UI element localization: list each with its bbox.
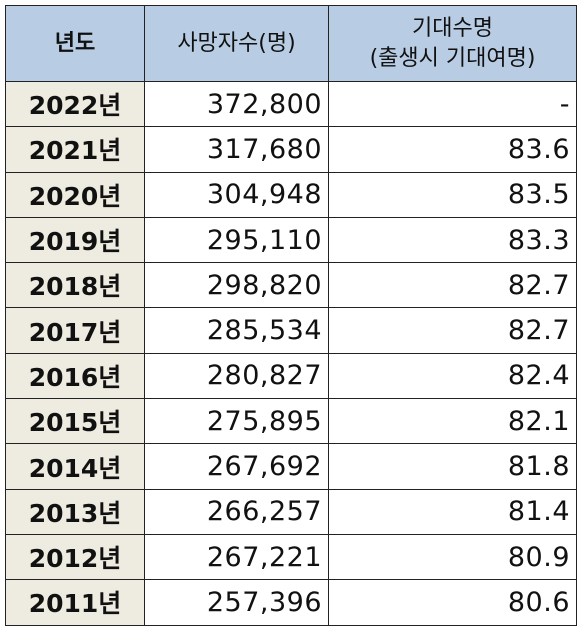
- life-expectancy-cell: 80.6: [328, 579, 577, 626]
- deaths-cell: 266,257: [144, 488, 329, 535]
- year-cell: 2011년: [5, 579, 145, 626]
- life-expectancy-cell: -: [328, 80, 577, 128]
- header-life-expectancy: 기대수명 (출생시 기대여명): [328, 5, 577, 82]
- life-expectancy-cell: 83.5: [328, 171, 577, 218]
- life-expectancy-cell: 81.8: [328, 443, 577, 490]
- header-deaths: 사망자수(명): [144, 5, 329, 82]
- table-row: 2021년 317,680 83.6: [5, 126, 577, 173]
- deaths-cell: 372,800: [144, 80, 329, 128]
- year-cell: 2012년: [5, 533, 145, 581]
- deaths-cell: 267,221: [144, 533, 329, 581]
- table-row: 2013년 266,257 81.4: [5, 488, 577, 535]
- table-row: 2015년 275,895 82.1: [5, 398, 577, 445]
- header-year: 년도: [5, 5, 145, 82]
- life-expectancy-cell: 82.4: [328, 352, 577, 400]
- deaths-cell: 317,680: [144, 126, 329, 173]
- year-cell: 2020년: [5, 171, 145, 218]
- deaths-cell: 304,948: [144, 171, 329, 218]
- deaths-cell: 298,820: [144, 262, 329, 309]
- table-row: 2018년 298,820 82.7: [5, 262, 577, 309]
- table-row: 2020년 304,948 83.5: [5, 171, 577, 218]
- year-cell: 2021년: [5, 126, 145, 173]
- life-expectancy-cell: 83.3: [328, 216, 577, 264]
- life-expectancy-cell: 82.7: [328, 262, 577, 309]
- statistics-table: 년도 사망자수(명) 기대수명 (출생시 기대여명) 2022년 372,800…: [5, 5, 577, 626]
- header-life-line1: 기대수명: [412, 15, 493, 41]
- year-cell: 2022년: [5, 80, 145, 128]
- table-row: 2017년 285,534 82.7: [5, 307, 577, 354]
- deaths-cell: 280,827: [144, 352, 329, 400]
- life-expectancy-cell: 82.1: [328, 398, 577, 445]
- life-expectancy-cell: 81.4: [328, 488, 577, 535]
- year-cell: 2019년: [5, 216, 145, 264]
- table-row: 2016년 280,827 82.4: [5, 352, 577, 400]
- year-cell: 2018년: [5, 262, 145, 309]
- life-expectancy-cell: 83.6: [328, 126, 577, 173]
- table-row: 2014년 267,692 81.8: [5, 443, 577, 490]
- table-row: 2019년 295,110 83.3: [5, 216, 577, 264]
- table-row: 2011년 257,396 80.6: [5, 579, 577, 626]
- life-expectancy-cell: 80.9: [328, 533, 577, 581]
- deaths-cell: 285,534: [144, 307, 329, 354]
- deaths-cell: 257,396: [144, 579, 329, 626]
- deaths-cell: 295,110: [144, 216, 329, 264]
- life-expectancy-cell: 82.7: [328, 307, 577, 354]
- deaths-cell: 267,692: [144, 443, 329, 490]
- deaths-cell: 275,895: [144, 398, 329, 445]
- header-row: 년도 사망자수(명) 기대수명 (출생시 기대여명): [5, 5, 577, 82]
- table-row: 2012년 267,221 80.9: [5, 533, 577, 581]
- year-cell: 2016년: [5, 352, 145, 400]
- header-life-line2: (출생시 기대여명): [369, 45, 536, 71]
- year-cell: 2013년: [5, 488, 145, 535]
- year-cell: 2017년: [5, 307, 145, 354]
- year-cell: 2014년: [5, 443, 145, 490]
- table-row: 2022년 372,800 -: [5, 80, 577, 128]
- year-cell: 2015년: [5, 398, 145, 445]
